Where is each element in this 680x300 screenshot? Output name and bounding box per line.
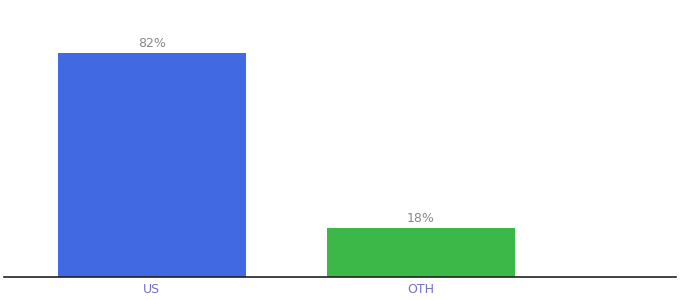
Bar (326, 228, 515, 277)
Text: 82%: 82% (138, 37, 166, 50)
Text: 18%: 18% (407, 212, 435, 225)
Bar (58, 53, 246, 277)
